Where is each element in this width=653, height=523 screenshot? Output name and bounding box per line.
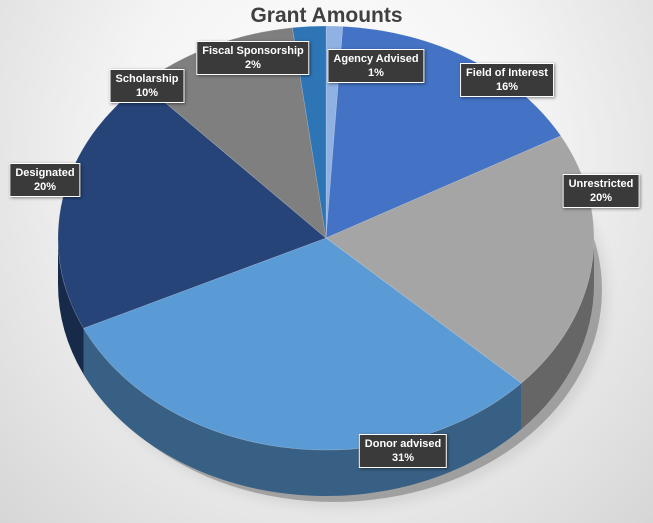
data-label-value: 16%	[495, 81, 519, 93]
pie-side-designated	[58, 238, 84, 375]
data-label-value: 10%	[135, 87, 159, 99]
data-label-value: 2%	[245, 59, 261, 71]
data-label-field-of-interest: Field of Interest 16%	[460, 63, 554, 97]
pie-slice-designated	[57, 83, 327, 329]
data-label-value: 20%	[33, 181, 57, 193]
data-label-category: Scholarship	[115, 73, 179, 85]
data-label-category: Designated	[15, 167, 75, 179]
data-label-unrestricted: Unrestricted 20%	[562, 174, 640, 208]
data-label-agency-advised: Agency Advised 1%	[327, 49, 425, 83]
pie-side-unrestricted	[521, 238, 594, 430]
data-label-value: 31%	[391, 452, 415, 464]
data-label-fiscal-sponsorship: Fiscal Sponsorship 2%	[196, 41, 310, 75]
data-label-category: Field of Interest	[466, 67, 548, 79]
pie-slice-fiscal-sponsorship	[292, 25, 327, 239]
data-label-value: 1%	[368, 67, 384, 79]
data-label-designated: Designated 20%	[9, 163, 81, 197]
data-label-value: 20%	[589, 192, 613, 204]
chart-title: Grant Amounts	[250, 4, 403, 27]
pie-slice-unrestricted	[325, 135, 595, 384]
data-label-category: Fiscal Sponsorship	[202, 45, 304, 57]
data-label-category: Agency Advised	[333, 53, 419, 65]
data-label-donor-advised: Donor advised 31%	[358, 434, 448, 468]
data-label-category: Unrestricted	[568, 178, 634, 190]
pie-slice-donor-advised	[83, 237, 522, 451]
data-label-scholarship: Scholarship 10%	[109, 69, 185, 103]
data-label-category: Donor advised	[364, 438, 442, 450]
